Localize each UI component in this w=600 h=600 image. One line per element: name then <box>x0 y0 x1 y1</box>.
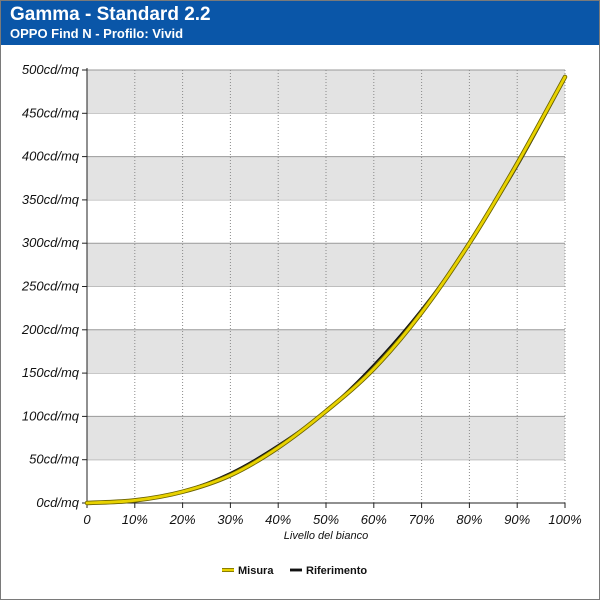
legend-label-misura: Misura <box>238 565 274 577</box>
x-tick-label: 30% <box>217 512 243 527</box>
chart-header: Gamma - Standard 2.2 OPPO Find N - Profi… <box>1 1 599 45</box>
y-tick-label: 100cd/mq <box>22 408 80 423</box>
y-tick-label: 0cd/mq <box>36 495 79 510</box>
grid-band <box>87 416 565 460</box>
series-lines <box>84 74 568 506</box>
chart-title: Gamma - Standard 2.2 <box>10 4 211 25</box>
x-tick-label: 0 <box>83 512 91 527</box>
x-tick-label: 20% <box>169 512 196 527</box>
y-tick-label: 250cd/mq <box>21 279 80 294</box>
x-tick-label: 100% <box>548 512 581 527</box>
vertical-gridlines <box>134 70 566 503</box>
y-tick-labels: 0cd/mq 50cd/mq 100cd/mq 150cd/mq 200cd/mq 250… <box>21 62 80 510</box>
y-tick-label: 450cd/mq <box>22 105 80 120</box>
x-tick-label: 90% <box>504 512 530 527</box>
y-tick-label: 150cd/mq <box>22 365 80 380</box>
legend-label-riferimento: Riferimento <box>306 565 367 577</box>
y-tick-label: 350cd/mq <box>22 192 80 207</box>
x-tick-label: 60% <box>361 512 387 527</box>
grid-band <box>87 329 565 374</box>
x-tick-label: 50% <box>313 512 339 527</box>
x-tick-labels: 0 10% 20% 30% 40% 50% 60% 70% 80% 90% 100% <box>83 512 581 527</box>
y-tick-label: 50cd/mq <box>29 452 80 467</box>
legend: Misura Riferimento <box>222 565 367 577</box>
chart-subtitle: OPPO Find N - Profilo: Vivid <box>10 26 184 41</box>
x-tick-label: 10% <box>122 512 148 527</box>
y-tick-label: 300cd/mq <box>22 235 80 250</box>
axes <box>82 68 566 508</box>
x-tick-label: 40% <box>265 512 291 527</box>
x-tick-label: 80% <box>456 512 482 527</box>
y-tick-label: 500cd/mq <box>22 62 80 77</box>
series-misura-line <box>85 75 567 505</box>
x-axis-label: Livello del bianco <box>284 530 368 542</box>
y-tick-label: 200cd/mq <box>21 322 80 337</box>
y-tick-label: 400cd/mq <box>22 149 80 164</box>
x-tick-label: 70% <box>409 512 435 527</box>
